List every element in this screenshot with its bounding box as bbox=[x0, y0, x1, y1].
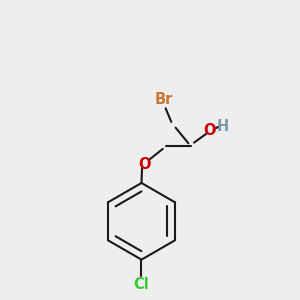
Text: O: O bbox=[138, 157, 151, 172]
Text: H: H bbox=[216, 119, 229, 134]
Text: Br: Br bbox=[155, 92, 173, 107]
Text: O: O bbox=[203, 123, 216, 138]
Text: Cl: Cl bbox=[134, 277, 149, 292]
